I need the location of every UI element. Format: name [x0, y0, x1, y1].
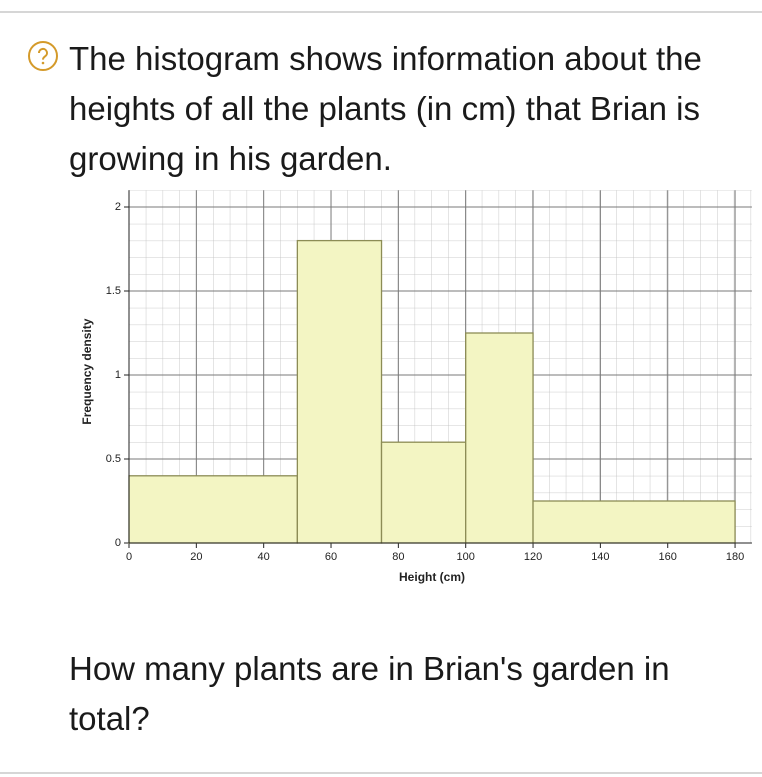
histogram-bar	[296, 239, 383, 544]
y-tick-label: 1.5	[106, 285, 121, 297]
divider	[0, 772, 762, 774]
x-tick-label: 140	[591, 551, 609, 563]
divider	[0, 11, 762, 13]
y-tick-label: 0	[115, 537, 121, 549]
x-tick-label: 0	[126, 551, 132, 563]
x-tick-label: 80	[392, 551, 404, 563]
x-tick-label: 60	[325, 551, 337, 563]
histogram-bar	[532, 500, 736, 544]
help-glyph	[37, 47, 48, 65]
y-tick-label: 0.5	[106, 453, 121, 465]
y-tick-label: 1	[115, 369, 121, 381]
x-tick-label: 40	[258, 551, 270, 563]
y-tick-label: 2	[115, 201, 121, 213]
x-tick-label: 160	[659, 551, 677, 563]
histogram-bar	[128, 475, 299, 544]
x-tick-label: 20	[190, 551, 202, 563]
help-icon	[28, 41, 58, 71]
x-axis-label: Height (cm)	[399, 570, 465, 584]
prompt-text: How many plants are in Brian's garden in…	[69, 650, 670, 737]
question-text: The histogram shows information about th…	[69, 40, 702, 177]
x-tick-label: 180	[726, 551, 744, 563]
x-tick-label: 120	[524, 551, 542, 563]
histogram-bar	[465, 332, 534, 544]
y-axis-label: Frequency density	[80, 318, 94, 424]
histogram-bar	[380, 441, 467, 544]
x-tick-label: 100	[457, 551, 475, 563]
chart: 00.511.520 20 40 60 80 100 120 140 160 180Height …	[80, 190, 752, 584]
